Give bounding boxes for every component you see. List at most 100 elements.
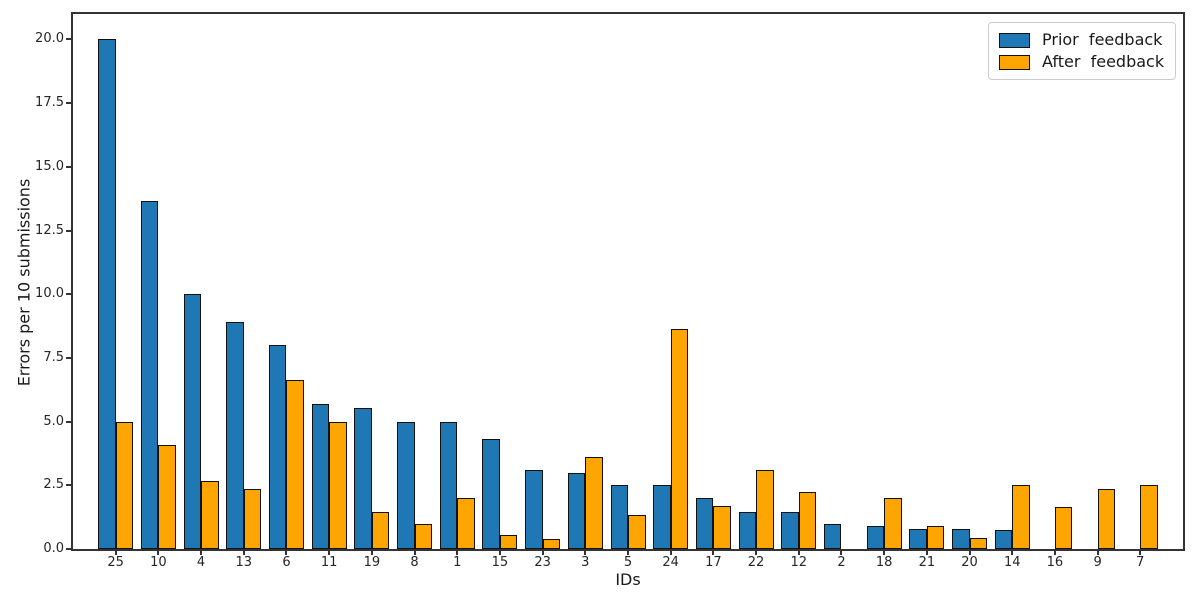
bar-prior-feedback-id-24 bbox=[653, 485, 671, 549]
x-tick-label-21: 21 bbox=[918, 555, 936, 570]
x-tick-mark-12 bbox=[797, 551, 800, 555]
legend-label-after-feedback: After feedback bbox=[1042, 52, 1165, 71]
y-tick-mark-20.0 bbox=[66, 38, 71, 41]
y-tick-mark-0.0 bbox=[66, 548, 71, 550]
y-tick-mark-7.5 bbox=[66, 356, 71, 359]
x-tick-label-5: 5 bbox=[623, 555, 633, 570]
y-tick-label-20.0: 20.0 bbox=[35, 31, 64, 47]
bar-prior-feedback-id-12 bbox=[781, 512, 799, 549]
bar-after-feedback-id-14 bbox=[1012, 485, 1030, 549]
x-tick-mark-1 bbox=[456, 551, 459, 555]
x-tick-label-1: 1 bbox=[453, 555, 462, 570]
bar-after-feedback-id-7 bbox=[1140, 485, 1158, 549]
x-tick-mark-20 bbox=[968, 551, 971, 555]
bar-after-feedback-id-23 bbox=[542, 538, 561, 549]
x-tick-mark-7 bbox=[1139, 551, 1142, 555]
bar-prior-feedback-id-8 bbox=[397, 421, 415, 549]
bar-prior-feedback-id-4 bbox=[183, 294, 202, 549]
x-tick-mark-24 bbox=[669, 551, 672, 555]
x-tick-mark-4 bbox=[200, 551, 203, 555]
x-tick-mark-25 bbox=[114, 551, 117, 555]
y-tick-mark-10.0 bbox=[66, 293, 71, 296]
bar-after-feedback-id-6 bbox=[286, 379, 304, 549]
bar-prior-feedback-id-13 bbox=[226, 322, 244, 549]
bar-prior-feedback-id-21 bbox=[909, 528, 927, 549]
bar-after-feedback-id-11 bbox=[329, 421, 347, 549]
x-tick-mark-18 bbox=[883, 551, 886, 555]
bar-prior-feedback-id-11 bbox=[311, 403, 330, 549]
bar-after-feedback-id-16 bbox=[1054, 506, 1073, 549]
bar-after-feedback-id-18 bbox=[884, 498, 902, 549]
x-tick-label-3: 3 bbox=[581, 555, 590, 570]
x-tick-label-22: 22 bbox=[747, 555, 765, 570]
bar-prior-feedback-id-6 bbox=[268, 345, 287, 549]
bar-prior-feedback-id-20 bbox=[952, 528, 970, 549]
x-tick-label-9: 9 bbox=[1093, 555, 1102, 570]
x-tick-label-13: 13 bbox=[235, 555, 253, 570]
x-axis-label: IDs bbox=[615, 570, 641, 589]
bar-after-feedback-id-13 bbox=[243, 489, 262, 549]
x-tick-mark-5 bbox=[627, 551, 629, 555]
x-tick-mark-14 bbox=[1011, 551, 1014, 555]
bar-prior-feedback-id-22 bbox=[738, 512, 757, 549]
bar-after-feedback-id-25 bbox=[115, 421, 134, 549]
x-tick-label-20: 20 bbox=[961, 555, 978, 570]
x-tick-mark-6 bbox=[285, 551, 288, 555]
x-tick-mark-19 bbox=[370, 551, 373, 555]
x-tick-mark-11 bbox=[328, 551, 331, 555]
bar-after-feedback-id-21 bbox=[926, 526, 945, 549]
y-tick-label-7.5: 7.5 bbox=[43, 349, 64, 365]
bar-after-feedback-id-17 bbox=[713, 505, 731, 549]
legend: Prior feedback After feedback bbox=[988, 22, 1176, 80]
x-tick-label-14: 14 bbox=[1003, 555, 1021, 570]
y-tick-mark-5.0 bbox=[66, 420, 71, 423]
x-tick-mark-21 bbox=[925, 551, 928, 555]
y-tick-label-15.0: 15.0 bbox=[35, 158, 64, 174]
x-tick-label-11: 11 bbox=[320, 555, 338, 570]
x-tick-mark-10 bbox=[157, 551, 160, 555]
y-tick-label-12.5: 12.5 bbox=[35, 222, 64, 238]
bar-prior-feedback-id-25 bbox=[98, 39, 116, 549]
y-tick-label-2.5: 2.5 bbox=[43, 477, 64, 493]
bar-after-feedback-id-19 bbox=[371, 512, 390, 549]
x-tick-label-16: 16 bbox=[1046, 555, 1064, 570]
x-tick-label-6: 6 bbox=[282, 555, 291, 570]
bar-after-feedback-id-1 bbox=[457, 498, 475, 549]
y-tick-label-10.0: 10.0 bbox=[35, 286, 64, 302]
bar-after-feedback-id-8 bbox=[414, 523, 433, 549]
bar-prior-feedback-id-10 bbox=[140, 201, 159, 549]
bar-after-feedback-id-15 bbox=[499, 534, 518, 549]
prior-feedback-swatch bbox=[999, 32, 1030, 48]
bar-prior-feedback-id-3 bbox=[567, 472, 586, 549]
y-tick-mark-2.5 bbox=[66, 484, 71, 487]
plot-area bbox=[71, 12, 1185, 551]
x-tick-label-12: 12 bbox=[790, 555, 808, 570]
x-tick-label-8: 8 bbox=[410, 555, 419, 570]
bar-after-feedback-id-5 bbox=[628, 514, 646, 549]
bar-prior-feedback-id-5 bbox=[610, 485, 628, 549]
x-tick-mark-15 bbox=[498, 551, 501, 555]
bar-prior-feedback-id-18 bbox=[866, 526, 885, 549]
bar-prior-feedback-id-17 bbox=[695, 498, 714, 549]
x-tick-label-4: 4 bbox=[196, 555, 206, 570]
y-tick-mark-12.5 bbox=[66, 229, 71, 232]
legend-label-prior-feedback: Prior feedback bbox=[1042, 30, 1163, 49]
bar-prior-feedback-id-19 bbox=[354, 407, 372, 549]
bar-after-feedback-id-3 bbox=[585, 457, 603, 549]
bar-after-feedback-id-12 bbox=[798, 491, 817, 549]
y-tick-label-0.0: 0.0 bbox=[43, 541, 64, 556]
x-tick-mark-8 bbox=[413, 551, 416, 555]
y-axis-label: Errors per 10 submissions bbox=[14, 178, 34, 387]
bar-after-feedback-id-24 bbox=[670, 328, 689, 549]
bar-after-feedback-id-20 bbox=[969, 537, 988, 549]
x-tick-mark-16 bbox=[1053, 551, 1056, 555]
bar-after-feedback-id-10 bbox=[158, 444, 176, 549]
bar-prior-feedback-id-23 bbox=[525, 470, 543, 549]
x-tick-label-2: 2 bbox=[837, 555, 846, 570]
legend-item-after-feedback: After feedback bbox=[999, 52, 1165, 72]
bar-prior-feedback-id-2 bbox=[823, 523, 842, 549]
x-tick-label-7: 7 bbox=[1136, 555, 1145, 570]
y-tick-mark-15.0 bbox=[66, 165, 71, 168]
bar-after-feedback-id-4 bbox=[201, 481, 219, 549]
